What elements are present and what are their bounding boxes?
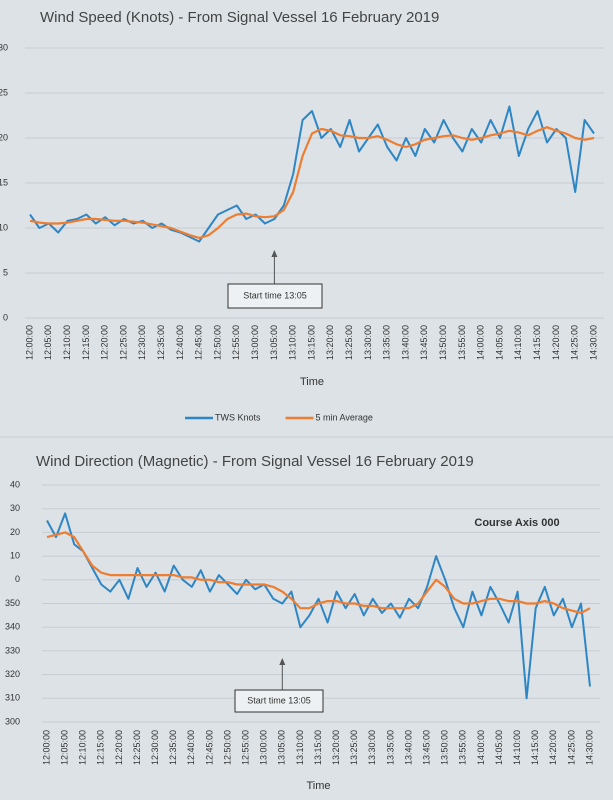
x-tick-label: 12:20:00 bbox=[114, 730, 124, 765]
x-tick-label: 12:55:00 bbox=[231, 325, 241, 360]
x-tick-label: 14:30:00 bbox=[588, 325, 598, 360]
y-tick-label: 30 bbox=[10, 503, 20, 513]
x-tick-label: 14:25:00 bbox=[566, 730, 576, 765]
x-tick-label: 13:05:00 bbox=[269, 325, 279, 360]
chart-title: Wind Speed (Knots) - From Signal Vessel … bbox=[40, 9, 439, 26]
x-tick-label: 13:45:00 bbox=[421, 730, 431, 765]
x-tick-label: 12:15:00 bbox=[96, 730, 106, 765]
y-tick-label: 340 bbox=[5, 622, 20, 632]
x-tick-label: 12:50:00 bbox=[212, 325, 222, 360]
x-tick-label: 12:05:00 bbox=[59, 730, 69, 765]
x-tick-label: 12:40:00 bbox=[175, 325, 185, 360]
y-tick-label: 40 bbox=[10, 479, 20, 489]
chart-title: Wind Direction (Magnetic) - From Signal … bbox=[36, 453, 474, 470]
x-tick-label: 13:55:00 bbox=[457, 325, 467, 360]
x-tick-label: 13:00:00 bbox=[250, 325, 260, 360]
x-tick-label: 12:30:00 bbox=[137, 325, 147, 360]
annotation-box bbox=[234, 689, 324, 713]
x-tick-label: 14:15:00 bbox=[532, 325, 542, 360]
annotation: Course Axis 000 bbox=[474, 517, 559, 529]
x-tick-label: 13:15:00 bbox=[306, 325, 316, 360]
x-tick-label: 14:10:00 bbox=[513, 325, 523, 360]
x-tick-label: 12:35:00 bbox=[156, 325, 166, 360]
x-axis-label: Time bbox=[306, 780, 330, 792]
data-line bbox=[46, 512, 591, 700]
annotation-arrowhead bbox=[279, 658, 286, 665]
x-tick-label: 13:35:00 bbox=[385, 730, 395, 765]
x-tick-label: 12:10:00 bbox=[78, 730, 88, 765]
x-tick-label: 13:30:00 bbox=[367, 730, 377, 765]
x-tick-label: 13:20:00 bbox=[325, 325, 335, 360]
x-tick-label: 12:35:00 bbox=[168, 730, 178, 765]
y-tick-label: 20 bbox=[0, 132, 8, 142]
y-tick-label: 300 bbox=[5, 716, 20, 726]
y-tick-label: 330 bbox=[5, 645, 20, 655]
x-tick-label: 13:35:00 bbox=[382, 325, 392, 360]
x-tick-label: 13:45:00 bbox=[419, 325, 429, 360]
x-tick-label: 12:05:00 bbox=[43, 325, 53, 360]
x-tick-label: 13:40:00 bbox=[403, 730, 413, 765]
x-tick-label: 13:10:00 bbox=[288, 325, 298, 360]
x-tick-label: 12:25:00 bbox=[132, 730, 142, 765]
x-tick-label: 13:55:00 bbox=[458, 730, 468, 765]
legend-label: TWS Knots bbox=[215, 412, 261, 422]
x-tick-label: 12:00:00 bbox=[41, 730, 51, 765]
x-tick-label: 13:40:00 bbox=[400, 325, 410, 360]
y-tick-label: 30 bbox=[0, 42, 8, 52]
x-tick-label: 14:30:00 bbox=[584, 730, 594, 765]
x-tick-label: 13:50:00 bbox=[440, 730, 450, 765]
x-tick-label: 14:05:00 bbox=[494, 325, 504, 360]
x-tick-label: 12:15:00 bbox=[81, 325, 91, 360]
x-tick-label: 13:00:00 bbox=[259, 730, 269, 765]
x-tick-label: 12:00:00 bbox=[24, 325, 34, 360]
x-tick-label: 12:30:00 bbox=[150, 730, 160, 765]
y-tick-label: 10 bbox=[10, 550, 20, 560]
y-tick-label: 350 bbox=[5, 598, 20, 608]
x-tick-label: 14:20:00 bbox=[548, 730, 558, 765]
x-tick-label: 12:50:00 bbox=[222, 730, 232, 765]
x-tick-label: 14:20:00 bbox=[551, 325, 561, 360]
y-tick-label: 15 bbox=[0, 177, 8, 187]
x-tick-label: 12:40:00 bbox=[186, 730, 196, 765]
annotation-arrowhead bbox=[271, 250, 278, 257]
y-tick-label: 5 bbox=[3, 267, 8, 277]
x-tick-label: 12:25:00 bbox=[118, 325, 128, 360]
x-tick-label: 12:20:00 bbox=[100, 325, 110, 360]
x-tick-label: 12:55:00 bbox=[240, 730, 250, 765]
x-tick-label: 13:20:00 bbox=[331, 730, 341, 765]
x-tick-label: 13:25:00 bbox=[344, 325, 354, 360]
x-tick-label: 13:10:00 bbox=[295, 730, 305, 765]
y-tick-label: 0 bbox=[3, 312, 8, 322]
x-tick-label: 14:00:00 bbox=[476, 325, 486, 360]
x-tick-label: 14:05:00 bbox=[494, 730, 504, 765]
annotation: Start time 13:05 bbox=[243, 290, 307, 300]
y-tick-label: 25 bbox=[0, 87, 8, 97]
y-tick-label: 0 bbox=[15, 574, 20, 584]
legend-label: 5 min Average bbox=[316, 412, 373, 422]
annotation: Start time 13:05 bbox=[247, 695, 311, 705]
x-tick-label: 13:15:00 bbox=[313, 730, 323, 765]
x-tick-label: 13:25:00 bbox=[349, 730, 359, 765]
y-tick-label: 20 bbox=[10, 527, 20, 537]
x-axis-label: Time bbox=[300, 376, 324, 388]
x-tick-label: 13:30:00 bbox=[363, 325, 373, 360]
data-line bbox=[46, 531, 591, 615]
x-tick-label: 14:00:00 bbox=[476, 730, 486, 765]
y-tick-label: 10 bbox=[0, 222, 8, 232]
x-tick-label: 13:05:00 bbox=[277, 730, 287, 765]
x-tick-label: 14:10:00 bbox=[512, 730, 522, 765]
y-tick-label: 320 bbox=[5, 669, 20, 679]
data-line bbox=[29, 126, 595, 239]
x-tick-label: 13:50:00 bbox=[438, 325, 448, 360]
data-line bbox=[29, 105, 595, 243]
x-tick-label: 12:45:00 bbox=[194, 325, 204, 360]
x-tick-label: 12:10:00 bbox=[62, 325, 72, 360]
x-tick-label: 14:25:00 bbox=[570, 325, 580, 360]
annotation-box bbox=[227, 283, 323, 309]
x-tick-label: 12:45:00 bbox=[204, 730, 214, 765]
y-tick-label: 310 bbox=[5, 693, 20, 703]
x-tick-label: 14:15:00 bbox=[530, 730, 540, 765]
